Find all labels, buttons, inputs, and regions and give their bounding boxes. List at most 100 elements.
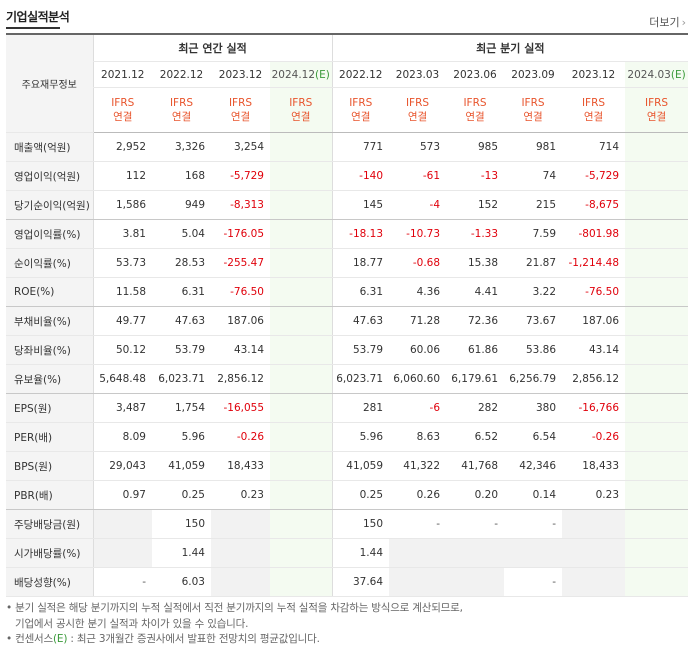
table-row: 영업이익(억원) 112 168 -5,729 -140 -61 -13 74 -5,729 xyxy=(6,161,689,191)
value-cell: - xyxy=(446,509,505,539)
ifrs-label: IFRS xyxy=(228,97,253,109)
value-cell xyxy=(270,538,333,568)
group-quarterly: 최근 분기 실적 xyxy=(331,33,689,62)
value-cell: 6,256.79 xyxy=(504,364,563,394)
value-cell: - xyxy=(389,509,447,539)
value-cell: 2,856.12 xyxy=(211,364,270,394)
value-cell xyxy=(625,248,689,278)
value-cell: 53.86 xyxy=(504,335,563,365)
value-cell xyxy=(625,219,689,249)
footnote-2-text: : 최근 3개월간 증권사에서 발표한 전망치의 평균값입니다. xyxy=(67,633,320,645)
ifrs-label: IFRS xyxy=(405,97,430,109)
value-cell: -13 xyxy=(446,161,505,191)
value-cell: 41,768 xyxy=(446,451,505,481)
ifrs-header: IFRS 연결 xyxy=(92,87,152,133)
value-cell: 150 xyxy=(331,509,390,539)
value-cell: -140 xyxy=(331,161,390,191)
value-cell: 3.81 xyxy=(92,219,152,249)
value-cell: 0.14 xyxy=(504,480,563,510)
value-cell xyxy=(625,509,689,539)
chevron-right-icon: › xyxy=(681,16,686,29)
value-cell xyxy=(625,480,689,510)
row-label: 당기순이익(억원) xyxy=(6,190,93,220)
value-cell: 6,023.71 xyxy=(152,364,211,394)
row-label: 당좌비율(%) xyxy=(6,335,93,365)
row-label: 매출액(억원) xyxy=(6,132,93,162)
value-cell: 53.79 xyxy=(331,335,390,365)
period-header: 2024.03(E) xyxy=(625,61,689,88)
value-cell: 15.38 xyxy=(446,248,505,278)
more-link[interactable]: 더보기 › xyxy=(649,14,686,30)
value-cell xyxy=(270,219,333,249)
value-cell: 3.22 xyxy=(504,277,563,307)
value-cell: 0.23 xyxy=(562,480,626,510)
ifrs-sub: 연결 xyxy=(351,111,371,123)
value-cell xyxy=(625,451,689,481)
table-row: 부채비율(%) 49.77 47.63 187.06 47.63 71.28 72.36 73… xyxy=(6,306,689,336)
value-cell: 4.41 xyxy=(446,277,505,307)
value-cell xyxy=(211,509,270,539)
value-cell xyxy=(211,538,270,568)
value-cell: 152 xyxy=(446,190,505,220)
value-cell: 5.96 xyxy=(152,422,211,452)
ifrs-header: IFRS 연결 xyxy=(389,87,447,133)
row-label: PBR(배) xyxy=(6,480,93,510)
ifrs-label: IFRS xyxy=(581,97,606,109)
value-cell xyxy=(625,364,689,394)
value-cell: 0.20 xyxy=(446,480,505,510)
value-cell xyxy=(562,567,626,597)
value-cell: -0.68 xyxy=(389,248,447,278)
value-cell: 2,952 xyxy=(92,132,152,162)
value-cell: 281 xyxy=(331,393,390,423)
footnote-2-prefix: 컨센서스 xyxy=(15,633,53,645)
value-cell: 41,059 xyxy=(152,451,211,481)
value-cell: 5.04 xyxy=(152,219,211,249)
value-cell xyxy=(270,509,333,539)
value-cell: 168 xyxy=(152,161,211,191)
value-cell: 60.06 xyxy=(389,335,447,365)
row-label: 부채비율(%) xyxy=(6,306,93,336)
value-cell: -61 xyxy=(389,161,447,191)
value-cell: -16,766 xyxy=(562,393,626,423)
value-cell: -1.33 xyxy=(446,219,505,249)
value-cell: 0.23 xyxy=(211,480,270,510)
value-cell: 0.25 xyxy=(152,480,211,510)
ifrs-label: IFRS xyxy=(349,97,373,109)
value-cell: -6 xyxy=(389,393,447,423)
value-cell: 18.77 xyxy=(331,248,390,278)
value-cell: 8.63 xyxy=(389,422,447,452)
value-cell: 1,586 xyxy=(92,190,152,220)
financial-table: 주요재무정보 최근 연간 실적 최근 분기 실적 2021.12 2022.12 2… xyxy=(6,33,689,597)
value-cell: 43.14 xyxy=(211,335,270,365)
row-label: BPS(원) xyxy=(6,451,93,481)
value-cell: 6.54 xyxy=(504,422,563,452)
value-cell xyxy=(625,335,689,365)
more-link-label: 더보기 xyxy=(649,16,680,29)
value-cell xyxy=(562,538,626,568)
value-cell xyxy=(446,567,505,597)
value-cell: 53.73 xyxy=(92,248,152,278)
value-cell: 37.64 xyxy=(331,567,390,597)
value-cell xyxy=(270,248,333,278)
value-cell: -0.26 xyxy=(211,422,270,452)
value-cell: 4.36 xyxy=(389,277,447,307)
row-label: ROE(%) xyxy=(6,277,93,307)
value-cell: -10.73 xyxy=(389,219,447,249)
footnotes: • 분기 실적은 해당 분기까지의 누적 실적에서 직전 분기까지의 누적 실적… xyxy=(6,601,463,648)
period-header: 2022.12 xyxy=(152,61,211,88)
value-cell: 6.31 xyxy=(331,277,390,307)
value-cell xyxy=(625,567,689,597)
value-cell xyxy=(270,422,333,452)
period-header: 2024.12(E) xyxy=(270,61,333,88)
row-label: 주당배당금(원) xyxy=(6,509,93,539)
value-cell xyxy=(625,132,689,162)
row-label: EPS(원) xyxy=(6,393,93,423)
value-cell: 6,060.60 xyxy=(389,364,447,394)
footnote-2-marker: (E) xyxy=(52,633,68,645)
value-cell: -255.47 xyxy=(211,248,270,278)
value-cell: 145 xyxy=(331,190,390,220)
value-cell: 6,023.71 xyxy=(331,364,390,394)
value-cell: -176.05 xyxy=(211,219,270,249)
value-cell xyxy=(625,190,689,220)
value-cell: 5.96 xyxy=(331,422,390,452)
